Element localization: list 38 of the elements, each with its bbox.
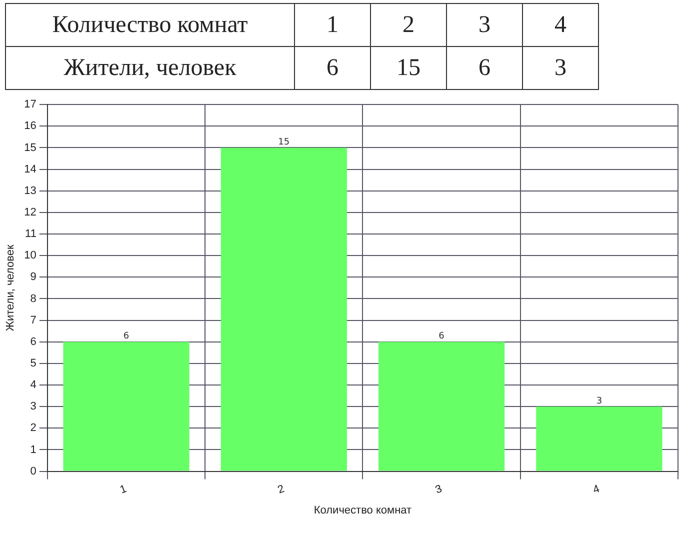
text: 6: [294, 46, 370, 90]
y-tick-label: 4: [30, 379, 36, 392]
y-tick-label: 5: [30, 357, 36, 370]
x-tick-label: 3: [434, 482, 444, 496]
y-tick-label: 9: [30, 271, 36, 284]
category-label: 2: [402, 12, 414, 38]
y-tick-label: 12: [24, 206, 36, 218]
text: Количество комнат: [52, 12, 248, 38]
text: 6: [446, 46, 522, 90]
y-tick-label: 0: [30, 465, 36, 478]
x-axis-title: Количество комнат: [314, 504, 412, 516]
y-tick-label: 11: [25, 228, 36, 240]
y-tick-label: 15: [24, 142, 36, 154]
y-tick-label: 6: [30, 336, 36, 348]
x-tick-label: 2: [276, 482, 286, 496]
x-tick-label: 4: [591, 482, 602, 496]
data-label: 15: [278, 138, 290, 148]
category-label: 1: [326, 12, 338, 38]
text: 3: [522, 46, 598, 90]
y-tick-label: 2: [30, 422, 36, 434]
y-tick-label: 1: [30, 444, 36, 456]
text: 15: [370, 46, 446, 90]
data-label: 6: [438, 332, 445, 342]
y-tick-label: 13: [24, 184, 36, 197]
y-tick-label: 16: [24, 120, 36, 132]
data-label: 3: [596, 396, 602, 406]
y-tick-label: 8: [30, 292, 36, 305]
text: Жители, человек: [4, 244, 17, 332]
y-tick-label: 3: [30, 400, 36, 413]
x-tick-label: 1: [118, 482, 128, 496]
y-tick-label: 7: [30, 314, 36, 326]
y-tick-label: 14: [24, 163, 36, 176]
category-label: 3: [478, 12, 490, 38]
y-axis-title: Жители, человек: [6, 46, 294, 90]
y-tick-label: 17: [24, 98, 36, 111]
category-label: 4: [554, 12, 566, 38]
data-label: 6: [123, 332, 130, 342]
y-tick-label: 10: [24, 250, 36, 262]
